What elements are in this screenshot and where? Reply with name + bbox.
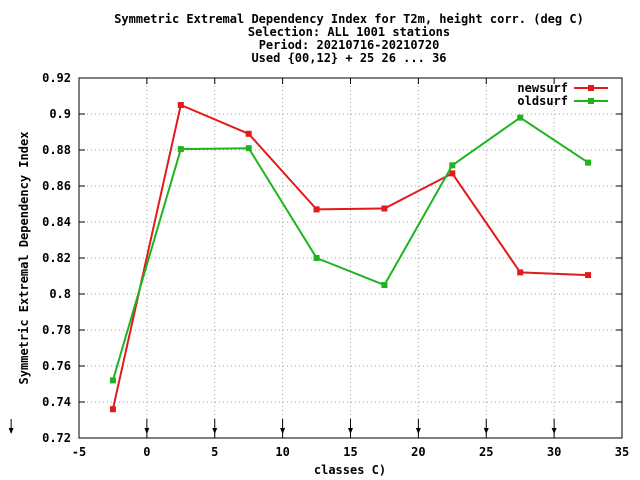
series-oldsurf: [109, 114, 592, 384]
class-marker-arrow: [483, 419, 489, 434]
y-tick-label: 0.72: [42, 431, 71, 445]
class-marker-arrow: [348, 419, 353, 434]
legend-label: oldsurf: [517, 94, 568, 108]
class-marker-arrow: [415, 419, 421, 434]
data-point-oldsurf: [313, 255, 320, 261]
class-marker-arrow: [144, 419, 150, 434]
class-markers: [8, 419, 557, 434]
y-axis-label: Symmetric Extremal Dependency Index: [17, 132, 31, 385]
data-point-oldsurf: [177, 146, 184, 153]
series-line-newsurf: [111, 103, 589, 410]
x-tick-label: 5: [211, 445, 218, 459]
data-point-newsurf: [313, 206, 320, 213]
data-point-newsurf: [449, 170, 456, 177]
y-tick-label: 0.8: [49, 287, 71, 301]
x-tick-label: 20: [411, 445, 425, 459]
data-point-oldsurf: [585, 159, 592, 166]
chart-title: Symmetric Extremal Dependency Index for …: [114, 12, 584, 65]
title-line-4: Used {00,12} + 25 26 ... 36: [251, 51, 446, 65]
data-point-newsurf: [245, 130, 252, 137]
data-point-newsurf: [381, 205, 388, 212]
data-point-newsurf: [517, 269, 524, 276]
data-point-oldsurf: [381, 282, 388, 288]
class-marker-arrow: [551, 419, 557, 434]
legend-marker: [588, 85, 594, 91]
series-group: [109, 102, 592, 413]
x-axis-label: classes C): [314, 463, 386, 477]
y-tick-label: 0.88: [42, 143, 71, 157]
data-point-newsurf: [585, 272, 592, 279]
legend-item-newsurf: newsurf: [517, 81, 608, 95]
axes: 0.72 0.74 0.76 0.78 0.8 0.82 0.84 0.86 0.88 0.9 0.…: [42, 71, 629, 459]
data-point-oldsurf: [517, 114, 524, 121]
y-tick-label: 0.86: [42, 179, 71, 193]
x-tick-label: 10: [275, 445, 289, 459]
series-newsurf: [109, 102, 592, 413]
grid: [79, 78, 622, 438]
x-tick-label: 15: [343, 445, 357, 459]
y-tick-label: 0.82: [42, 251, 71, 265]
title-line-3: Period: 20210716-20210720: [259, 38, 440, 52]
x-tick-label: 25: [479, 445, 493, 459]
data-point-newsurf: [177, 102, 184, 108]
data-point-oldsurf: [449, 162, 456, 169]
y-tick-label: 0.74: [42, 395, 71, 409]
y-tick-label: 0.76: [42, 359, 71, 373]
class-marker-arrow: [280, 419, 286, 434]
y-tick-label: 0.78: [42, 323, 71, 337]
x-tick-label: 0: [143, 445, 150, 459]
legend-marker: [588, 98, 594, 104]
y-tick-label: 0.84: [42, 215, 71, 229]
class-marker-arrow: [8, 419, 14, 434]
y-tick-label: 0.92: [42, 71, 71, 85]
data-point-newsurf: [109, 406, 116, 413]
title-line-2: Selection: ALL 1001 stations: [248, 25, 450, 39]
data-point-oldsurf: [109, 377, 116, 384]
series-line-oldsurf: [111, 116, 589, 381]
x-tick-label: 30: [547, 445, 561, 459]
data-point-oldsurf: [245, 145, 252, 152]
class-marker-arrow: [212, 419, 218, 434]
y-tick-label: 0.9: [49, 107, 71, 121]
legend-label: newsurf: [517, 81, 568, 95]
x-tick-label: -5: [72, 445, 86, 459]
x-tick-label: 35: [615, 445, 629, 459]
legend-item-oldsurf: oldsurf: [517, 94, 608, 108]
title-line-1: Symmetric Extremal Dependency Index for …: [114, 12, 584, 26]
